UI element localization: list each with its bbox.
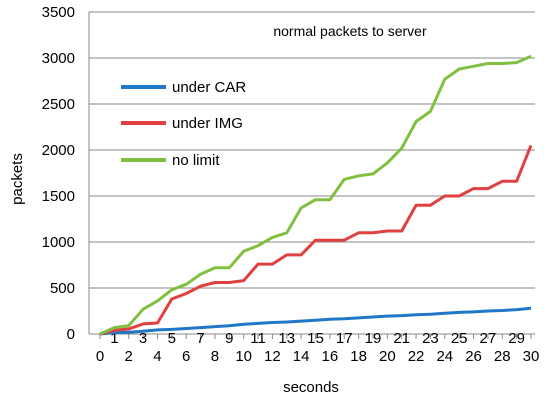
series-line-no-limit [99, 54, 532, 336]
x-tick-label-9: 9 [225, 330, 233, 347]
x-tick-label-18: 18 [350, 348, 367, 365]
x-tick-label-21: 21 [393, 330, 410, 347]
series-line-under-img [99, 144, 533, 336]
x-tick-label-10: 10 [235, 348, 252, 365]
x-tick-label-23: 23 [422, 330, 439, 347]
legend-label-under-img: under IMG [172, 115, 243, 132]
x-tick-label-22: 22 [408, 348, 425, 365]
x-tick-label-2: 2 [125, 348, 133, 365]
x-tick-label-30: 30 [523, 348, 540, 365]
y-tick-label-2500: 2500 [42, 96, 75, 113]
series-line-under-car [99, 306, 532, 336]
x-axis-title: seconds [283, 379, 339, 396]
x-tick-label-0: 0 [96, 348, 104, 365]
y-axis-title: packets [9, 153, 26, 205]
x-tick-label-6: 6 [182, 348, 190, 365]
chart-title: normal packets to server [273, 23, 427, 39]
legend: under CAR under IMG no limit [121, 79, 246, 169]
y-tick-label-0: 0 [67, 326, 75, 343]
y-tick-label-3000: 3000 [42, 50, 75, 67]
x-tick-label-8: 8 [211, 348, 219, 365]
axes [88, 12, 535, 339]
x-tick-label-25: 25 [451, 330, 468, 347]
y-tick-label-1500: 1500 [42, 188, 75, 205]
gridlines [89, 11, 535, 335]
series-lines [99, 54, 533, 336]
x-tick-label-14: 14 [293, 348, 310, 365]
x-tick-labels: 0 2 4 6 8 10 12 14 16 18 20 22 24 26 28 301 3 5 7 9 11 13 15 17… [96, 330, 540, 365]
x-tick-label-1: 1 [110, 330, 118, 347]
x-tick-label-24: 24 [436, 348, 453, 365]
x-tick-label-16: 16 [322, 348, 339, 365]
x-tick-label-17: 17 [336, 330, 353, 347]
x-tick-label-29: 29 [508, 330, 525, 347]
x-tick-label-11: 11 [250, 330, 266, 347]
x-tick-label-27: 27 [480, 330, 497, 347]
x-tick-label-26: 26 [465, 348, 482, 365]
y-tick-label-500: 500 [50, 280, 75, 297]
y-tick-label-2000: 2000 [42, 142, 75, 159]
y-tick-label-1000: 1000 [42, 234, 75, 251]
legend-label-under-car: under CAR [172, 79, 246, 96]
x-tick-label-20: 20 [379, 348, 396, 365]
legend-label-no-limit: no limit [172, 152, 220, 169]
x-tick-label-7: 7 [196, 330, 204, 347]
y-tick-label-3500: 3500 [42, 4, 75, 21]
x-tick-label-15: 15 [307, 330, 324, 347]
x-tick-label-12: 12 [264, 348, 281, 365]
x-tick-label-3: 3 [139, 330, 147, 347]
x-tick-label-5: 5 [168, 330, 176, 347]
x-tick-label-28: 28 [494, 348, 511, 365]
y-tick-labels: 0 500 1000 1500 2000 2500 3000 3500 [42, 4, 75, 343]
x-tick-label-13: 13 [278, 330, 295, 347]
x-tick-label-19: 19 [365, 330, 382, 347]
x-tick-label-4: 4 [153, 348, 161, 365]
